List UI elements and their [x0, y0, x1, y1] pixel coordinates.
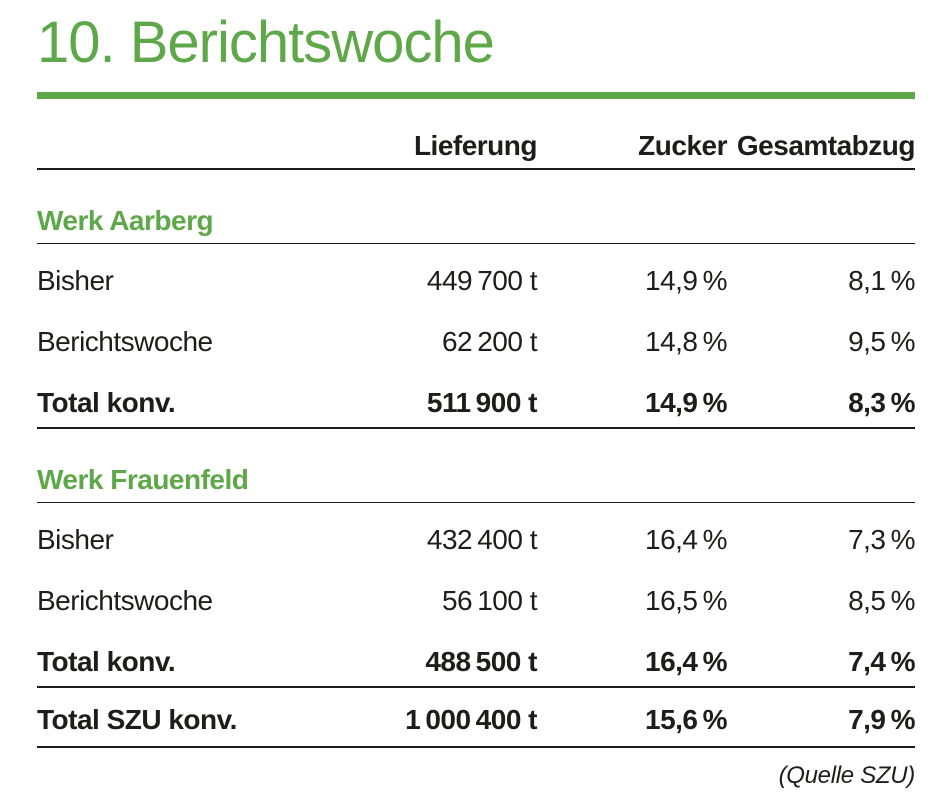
- cell-lieferung: 62 200 t: [441, 326, 538, 357]
- table-row-total: Total konv. 511 900 t 14,9 % 8,3 %: [37, 366, 916, 427]
- cell-zucker: 14,8 %: [645, 326, 728, 357]
- table-row: Bisher 449 700 t 14,9 % 8,1 %: [37, 244, 916, 305]
- cell-gesamtabzug: 7,9 %: [848, 704, 915, 735]
- cell-lieferung: 449 700 t: [426, 265, 538, 296]
- cell-lieferung: 511 900 t: [426, 387, 538, 418]
- table-row-grand-total: Total SZU konv. 1 000 400 t 15,6 % 7,9 %: [37, 688, 916, 748]
- section-heading-werk-aarberg: Werk Aarberg: [37, 204, 915, 244]
- row-label: Berichtswoche: [37, 585, 213, 616]
- cell-lieferung: 56 100 t: [441, 585, 538, 616]
- cell-gesamtabzug: 7,4 %: [848, 646, 915, 677]
- cell-gesamtabzug: 7,3 %: [848, 524, 915, 555]
- table-row: Berichtswoche 56 100 t 16,5 % 8,5 %: [37, 564, 916, 625]
- source-note: (Quelle SZU): [778, 762, 916, 789]
- row-label: Total SZU konv.: [37, 704, 237, 735]
- cell-gesamtabzug: 9,5 %: [848, 326, 915, 357]
- title-underline-bar: [37, 92, 915, 99]
- table-row-total: Total konv. 488 500 t 16,4 % 7,4 %: [37, 625, 916, 686]
- cell-zucker: 16,4 %: [645, 646, 728, 677]
- column-header-gesamtabzug: Gesamtabzug: [736, 130, 916, 161]
- cell-zucker: 14,9 %: [645, 265, 728, 296]
- section-heading-werk-frauenfeld: Werk Frauenfeld: [37, 463, 915, 503]
- section-werk-frauenfeld: Bisher 432 400 t 16,4 % 7,3 % Berichtswo…: [37, 503, 916, 688]
- cell-zucker: 16,5 %: [645, 585, 728, 616]
- cell-zucker: 14,9 %: [645, 387, 728, 418]
- column-header-zucker: Zucker: [638, 130, 727, 161]
- cell-gesamtabzug: 8,5 %: [848, 585, 915, 616]
- cell-gesamtabzug: 8,1 %: [848, 265, 915, 296]
- cell-zucker: 15,6 %: [645, 704, 728, 735]
- row-label: Total konv.: [37, 387, 176, 418]
- cell-zucker: 16,4 %: [645, 524, 728, 555]
- table-header-row: Lieferung Zucker Gesamtabzug: [37, 129, 916, 170]
- row-label: Total konv.: [37, 646, 176, 677]
- table-row: Bisher 432 400 t 16,4 % 7,3 %: [37, 503, 916, 564]
- page-title: 10. Berichtswoche: [37, 10, 495, 75]
- row-label: Bisher: [37, 265, 114, 296]
- cell-gesamtabzug: 8,3 %: [848, 387, 915, 418]
- row-label: Berichtswoche: [37, 326, 213, 357]
- column-header-lieferung: Lieferung: [413, 130, 538, 161]
- cell-lieferung: 1 000 400 t: [405, 704, 537, 735]
- cell-lieferung: 432 400 t: [426, 524, 538, 555]
- row-label: Bisher: [37, 524, 114, 555]
- table-row: Berichtswoche 62 200 t 14,8 % 9,5 %: [37, 305, 916, 366]
- cell-lieferung: 488 500 t: [425, 646, 537, 677]
- section-werk-aarberg: Bisher 449 700 t 14,9 % 8,1 % Berichtswo…: [37, 244, 916, 429]
